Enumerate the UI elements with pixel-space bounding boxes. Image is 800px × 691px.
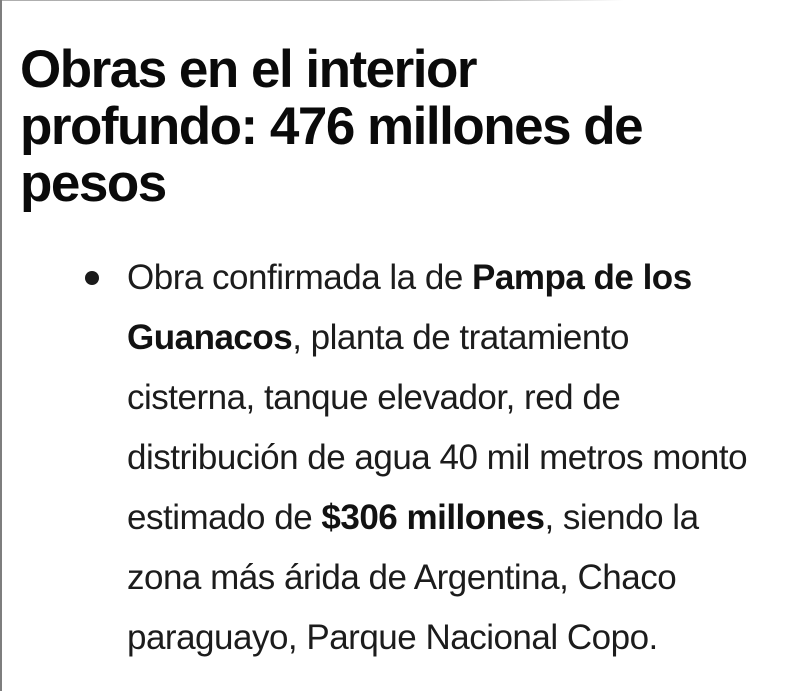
bold-text-segment: $306 millones [321, 498, 545, 537]
title-line: pesos [20, 154, 167, 213]
title-line: Obras en el interior [20, 40, 477, 99]
top-edge-line [0, 0, 800, 1]
left-edge-line [0, 0, 2, 691]
text-segment: cisterna, tanque elevador, red de [127, 378, 621, 417]
bold-text-segment: Pampa de los [472, 258, 692, 297]
bullet-text-line: paraguayo, Parque Nacional Copo. [127, 608, 775, 668]
bullet-text: Obra confirmada la de Pampa de los Guanac… [127, 248, 775, 668]
bullet-text-line: cisterna, tanque elevador, red de [127, 368, 775, 428]
bullet-item: Obra confirmada la de Pampa de los Guanac… [85, 248, 775, 668]
text-segment: paraguayo, Parque Nacional Copo. [127, 618, 658, 657]
bullet-text-line: estimado de $306 millones, siendo la [127, 488, 775, 548]
text-segment: zona más árida de Argentina, Chaco [127, 558, 677, 597]
bullet-text-line: Obra confirmada la de Pampa de los [127, 248, 775, 308]
bullet-list: Obra confirmada la de Pampa de los Guanac… [85, 248, 775, 668]
bullet-dot-icon [85, 271, 99, 285]
text-segment: distribución de agua 40 mil metros monto [127, 438, 748, 477]
bullet-text-line: distribución de agua 40 mil metros monto [127, 428, 775, 488]
text-segment: , siendo la [544, 498, 699, 537]
title-line: profundo: 476 millones de [20, 97, 644, 156]
text-segment: , planta de tratamiento [292, 318, 630, 357]
text-segment: estimado de [127, 498, 322, 537]
bold-text-segment: Guanacos [127, 318, 293, 357]
text-segment: Obra confirmada la de [127, 258, 473, 297]
article-title: Obras en el interior profundo: 476 millon… [20, 40, 644, 213]
bullet-text-line: Guanacos, planta de tratamiento [127, 308, 775, 368]
bullet-text-line: zona más árida de Argentina, Chaco [127, 548, 775, 608]
